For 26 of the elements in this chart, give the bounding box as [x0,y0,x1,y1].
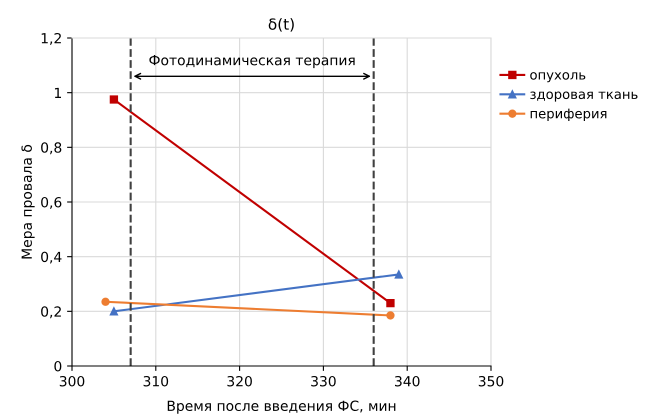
point [386,311,395,320]
point [110,95,118,104]
point [394,270,403,279]
y-tick-label: 0,4 [41,252,62,264]
y-tick-label: 1,2 [42,32,61,45]
point [110,307,118,316]
legend-label: здоровая ткань [530,92,638,102]
x-tick-label: 330 [311,376,336,386]
legend-label: периферия [530,108,606,122]
y-tick-label: 0,8 [41,142,62,154]
x-axis-title: Время после введения ФС, мин [168,400,396,414]
x-tick-label: 320 [227,376,252,386]
x-tick-label: 310 [144,376,168,386]
x-tick-label: 340 [395,376,420,386]
x-tick-label: 300 [60,376,84,386]
y-tick-label: 0,6 [41,196,62,209]
y-tick-label: 0 [54,360,62,372]
y-axis-title: Мера провала δ [21,144,35,258]
y-tick-label: 1 [54,88,61,98]
point [101,298,110,306]
point [386,298,395,308]
annotation: Фотодинамическая терапия [149,55,355,68]
chart-title: δ(t) [268,18,294,32]
y-tick-label: 0,2 [41,306,61,318]
legend-label: опухоль [530,72,586,82]
x-tick-label: 350 [478,376,504,386]
